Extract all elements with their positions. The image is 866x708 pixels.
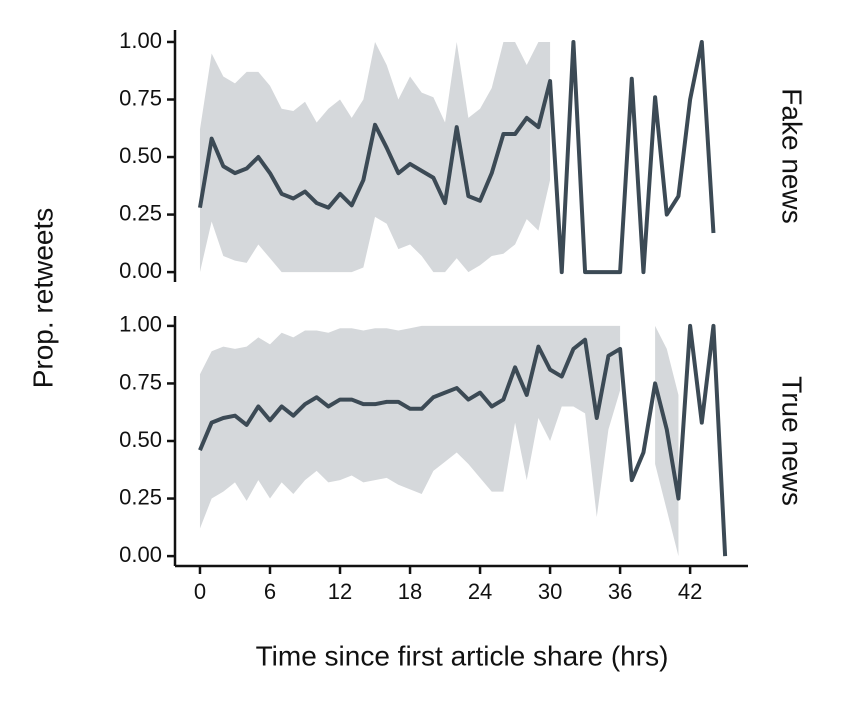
y-axis-label: Prop. retweets bbox=[27, 208, 58, 389]
y-tick-label: 0.25 bbox=[119, 200, 162, 225]
y-tick-label: 0.00 bbox=[119, 542, 162, 567]
x-tick-label: 6 bbox=[264, 579, 276, 604]
y-tick-label: 1.00 bbox=[119, 312, 162, 337]
line bbox=[198, 39, 716, 275]
x-tick-label: 18 bbox=[398, 579, 422, 604]
line bbox=[198, 323, 728, 557]
x-axis-label: Time since first article share (hrs) bbox=[256, 640, 669, 671]
y-tick-label: 0.75 bbox=[119, 85, 162, 110]
y-tick-label: 1.00 bbox=[119, 28, 162, 53]
facet-label: True news bbox=[777, 376, 808, 506]
confidence-band bbox=[199, 325, 621, 529]
x-tick-label: 12 bbox=[328, 579, 352, 604]
y-tick-label: 0.25 bbox=[119, 484, 162, 509]
x-tick-label: 42 bbox=[678, 579, 702, 604]
y-tick-label: 0.75 bbox=[119, 369, 162, 394]
x-tick-label: 24 bbox=[468, 579, 492, 604]
confidence-band bbox=[199, 41, 551, 273]
y-tick-label: 0.50 bbox=[119, 427, 162, 452]
x-tick-label: 0 bbox=[194, 579, 206, 604]
y-tick-label: 0.50 bbox=[119, 143, 162, 168]
facet-label: Fake news bbox=[777, 88, 808, 223]
x-tick-label: 30 bbox=[538, 579, 562, 604]
y-tick-label: 0.00 bbox=[119, 258, 162, 283]
x-tick-label: 36 bbox=[608, 579, 632, 604]
